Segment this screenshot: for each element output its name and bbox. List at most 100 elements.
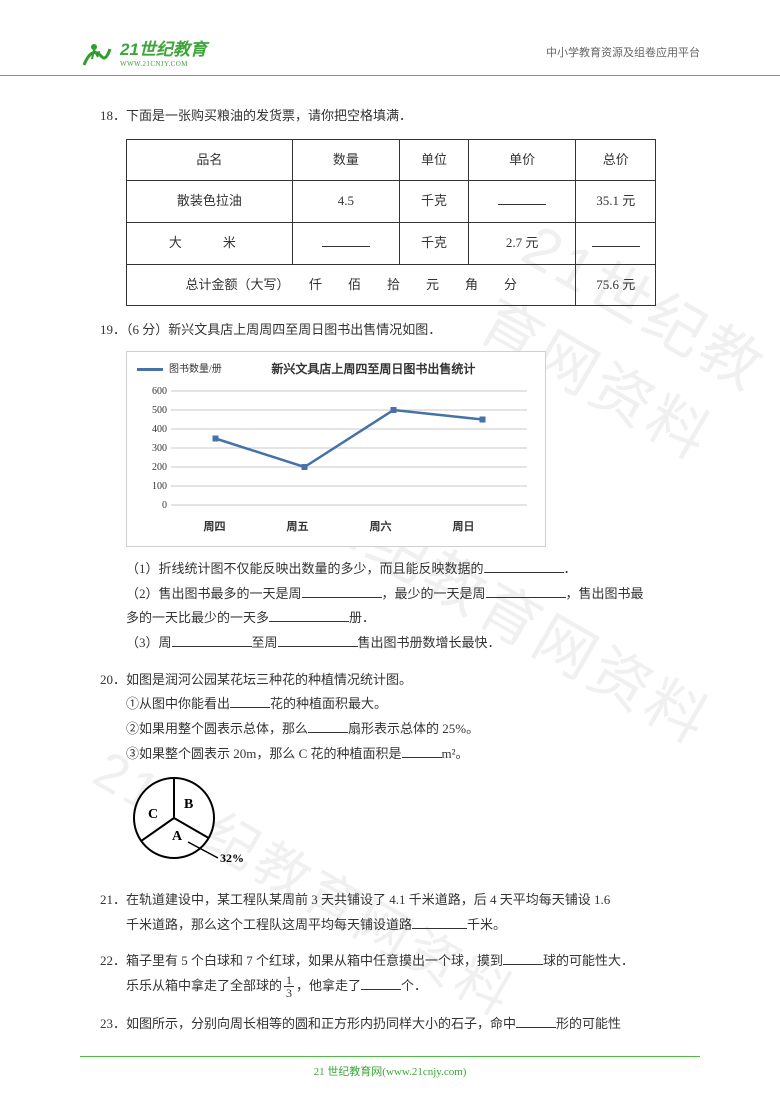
page-footer: 21 世纪教育网(www.21cnjy.com) (0, 1056, 780, 1079)
footer-text: 21 世纪教育网(www.21cnjy.com) (314, 1066, 467, 1078)
logo: 21世纪教育 WWW.21CNJY.COM (80, 35, 207, 69)
question-20: 20．如图是润河公园某花坛三种花的种植情况统计图。 ①从图中你能看出花的种植面积… (100, 668, 680, 876)
sub-text: ，最少的一天是周 (382, 586, 486, 601)
table-header: 单位 (400, 139, 469, 181)
blank[interactable] (230, 693, 270, 708)
cell: 千克 (400, 223, 469, 265)
sub-text: 个． (401, 978, 427, 993)
q-text: 球的可能性大． (543, 953, 634, 968)
q-text: 形的可能性 (556, 1016, 621, 1031)
sub-text: （1）折线统计图不仅能反映出数量的多少，而且能反映数据的 (126, 561, 484, 576)
xlabel: 周四 (204, 517, 226, 538)
sub-text: 乐乐从箱中拿走了全部球的 (126, 978, 282, 993)
logo-icon (80, 35, 114, 69)
svg-text:0: 0 (162, 500, 167, 511)
svg-text:500: 500 (152, 405, 167, 416)
svg-text:A: A (172, 829, 183, 844)
question-21: 21．在轨道建设中，某工程队某周前 3 天共铺设了 4.1 千米道路，后 4 天… (100, 888, 680, 937)
sub-text: 扇形表示总体的 25%。 (348, 721, 479, 736)
q-num: 19． (100, 322, 126, 337)
cell: 散装色拉油 (127, 181, 293, 223)
chart-xlabels: 周四 周五 周六 周日 (137, 515, 535, 538)
cell-total: 75.6 元 (576, 264, 656, 306)
cell-total-label: 总计金额（大写） 仟 佰 拾 元 角 分 (127, 264, 576, 306)
sub-text: 多的一天比最少的一天多 (126, 610, 269, 625)
q-points: （6 分） (126, 322, 168, 337)
sub-text: （2）售出图书最多的一天是周 (126, 586, 302, 601)
xlabel: 周五 (287, 517, 309, 538)
sub-text: （3）周 (126, 635, 172, 650)
question-22: 22．箱子里有 5 个白球和 7 个红球，如果从箱中任意摸出一个球，摸到球的可能… (100, 949, 680, 999)
legend-swatch (137, 368, 163, 371)
sub-text: 至周 (252, 635, 278, 650)
cell: 4.5 (292, 181, 399, 223)
sub-text: 千米。 (467, 917, 506, 932)
table-row: 大 米 千克 2.7 元 (127, 223, 656, 265)
blank[interactable] (302, 583, 382, 598)
fraction: 13 (284, 974, 294, 999)
blank[interactable] (486, 583, 566, 598)
q-num: 18． (100, 108, 126, 123)
logo-main-text: 21世纪教育 (120, 35, 207, 60)
sub-text: ②如果用整个圆表示总体，那么 (126, 721, 308, 736)
q-text: 如图所示，分别向周长相等的圆和正方形内扔同样大小的石子，命中 (126, 1016, 516, 1031)
cell (576, 223, 656, 265)
xlabel: 周六 (370, 517, 392, 538)
chart-title: 新兴文具店上周四至周日图书出售统计 (212, 358, 535, 381)
sub-text: ． (564, 561, 577, 576)
q-text: 下面是一张购买粮油的发货票，请你把空格填满． (126, 108, 412, 123)
blank[interactable] (269, 607, 349, 622)
page-content: 18．下面是一张购买粮油的发货票，请你把空格填满． 品名 数量 单位 单价 总价… (100, 104, 680, 1048)
q-text: 新兴文具店上周周四至周日图书出售情况如图． (168, 322, 441, 337)
chart-svg: 0100200300400500600 (137, 385, 537, 515)
pie-svg: A B C 32% (126, 772, 266, 867)
q-num: 23． (100, 1016, 126, 1031)
sub-text: 册． (349, 610, 375, 625)
sub-text: ，他拿走了 (296, 978, 361, 993)
blank[interactable] (412, 914, 467, 929)
cell: 2.7 元 (468, 223, 576, 265)
blank[interactable] (516, 1013, 556, 1028)
svg-text:32%: 32% (220, 851, 244, 865)
blank[interactable] (503, 950, 543, 965)
line-chart: 图书数量/册 新兴文具店上周四至周日图书出售统计 010020030040050… (126, 351, 546, 547)
question-19: 19．（6 分）新兴文具店上周周四至周日图书出售情况如图． 图书数量/册 新兴文… (100, 318, 680, 655)
question-23: 23．如图所示，分别向周长相等的圆和正方形内扔同样大小的石子，命中 形的可能性 (100, 1012, 680, 1037)
blank[interactable] (278, 632, 358, 647)
header-subtitle: 中小学教育资源及组卷应用平台 (546, 44, 700, 60)
svg-text:100: 100 (152, 481, 167, 492)
svg-text:C: C (148, 807, 158, 822)
sub-text: ③如果整个圆表示 20m，那么 C 花的种植面积是 (126, 746, 402, 761)
cell (468, 181, 576, 223)
blank[interactable] (361, 975, 401, 990)
q-num: 22． (100, 953, 126, 968)
table-row: 总计金额（大写） 仟 佰 拾 元 角 分 75.6 元 (127, 264, 656, 306)
blank[interactable] (308, 718, 348, 733)
table-row: 散装色拉油 4.5 千克 35.1 元 (127, 181, 656, 223)
cell: 大 米 (127, 223, 293, 265)
q-num: 20． (100, 672, 126, 687)
q-text: 如图是润河公园某花坛三种花的种植情况统计图。 (126, 672, 412, 687)
table-header: 总价 (576, 139, 656, 181)
blank[interactable] (172, 632, 252, 647)
xlabel: 周日 (453, 517, 475, 538)
sub-text: 售出图书册数增长最快． (358, 635, 501, 650)
sub-text: 千米道路，那么这个工程队这周平均每天铺设道路 (126, 917, 412, 932)
table-header: 单价 (468, 139, 576, 181)
cell (292, 223, 399, 265)
blank[interactable] (402, 743, 442, 758)
cell: 千克 (400, 181, 469, 223)
table-header: 品名 (127, 139, 293, 181)
blank[interactable] (484, 558, 564, 573)
svg-text:200: 200 (152, 462, 167, 473)
pie-chart: A B C 32% (126, 772, 680, 876)
q-num: 21． (100, 892, 126, 907)
question-18: 18．下面是一张购买粮油的发货票，请你把空格填满． 品名 数量 单位 单价 总价… (100, 104, 680, 306)
sub-text: ，售出图书最 (566, 586, 644, 601)
svg-text:B: B (184, 797, 193, 812)
sub-text: m²。 (442, 746, 469, 761)
cell: 35.1 元 (576, 181, 656, 223)
logo-sub-text: WWW.21CNJY.COM (120, 60, 207, 68)
table-header: 数量 (292, 139, 399, 181)
svg-text:300: 300 (152, 443, 167, 454)
